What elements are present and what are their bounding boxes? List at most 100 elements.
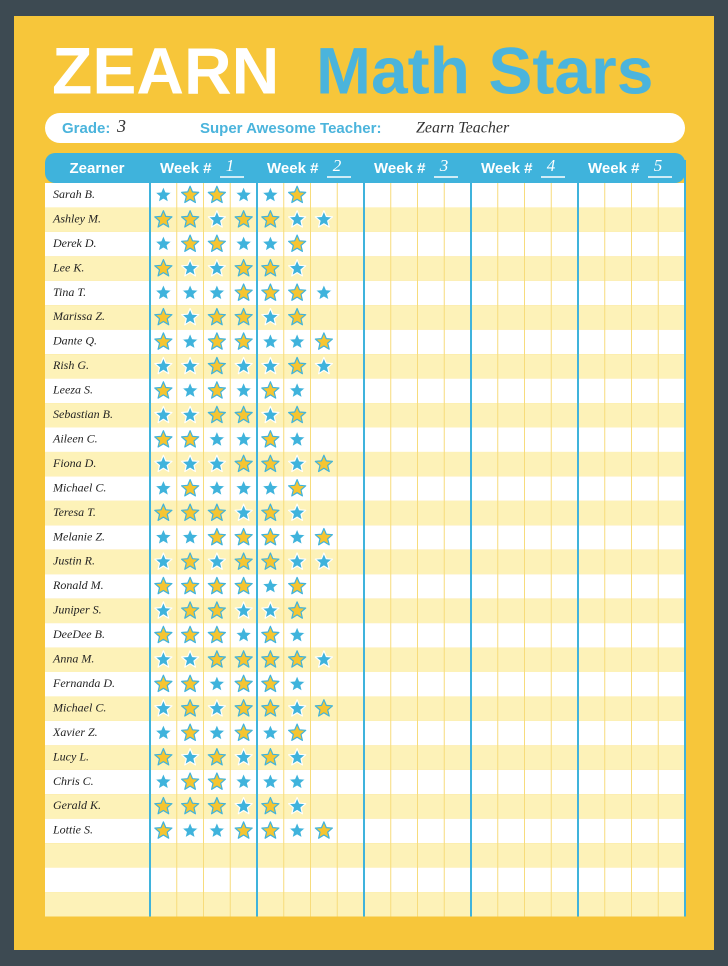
star: [154, 234, 173, 252]
star: [314, 454, 333, 473]
star: [207, 503, 226, 521]
star: [207, 601, 226, 619]
star: [314, 821, 333, 839]
star: [181, 625, 200, 644]
star: [288, 356, 307, 375]
star: [234, 430, 253, 448]
star: [154, 772, 173, 790]
star: [314, 210, 333, 228]
star: [154, 210, 173, 228]
star: [181, 356, 200, 375]
star: [207, 674, 226, 693]
student-name: Teresa T.: [53, 505, 96, 519]
star: [234, 674, 253, 693]
star: [261, 699, 280, 717]
star: [314, 650, 333, 668]
star: [234, 503, 253, 521]
week-number: 4: [547, 156, 556, 175]
student-name: Sarah B.: [53, 187, 95, 201]
star: [181, 259, 200, 277]
teacher-label: Super Awesome Teacher:: [200, 120, 381, 137]
star: [234, 650, 253, 668]
star: [154, 307, 173, 326]
star: [207, 405, 226, 424]
star: [288, 234, 307, 252]
star: [181, 576, 200, 595]
star: [288, 503, 307, 521]
student-name: Derek D.: [52, 236, 97, 250]
star: [234, 259, 253, 277]
star: [261, 503, 280, 521]
star: [154, 625, 173, 644]
student-name: Lee K.: [52, 260, 84, 274]
star: [181, 307, 200, 326]
star: [154, 699, 173, 717]
star: [154, 723, 173, 741]
star: [207, 821, 226, 839]
week-label: Week #: [374, 160, 426, 177]
week-number: 3: [439, 156, 449, 175]
star: [154, 503, 173, 521]
star: [234, 454, 253, 473]
star: [261, 185, 280, 204]
week-label: Week #: [481, 160, 533, 177]
star: [181, 821, 200, 839]
star: [154, 479, 173, 497]
star: [207, 234, 226, 252]
star: [261, 772, 280, 790]
star: [288, 821, 307, 839]
star: [288, 479, 307, 497]
star: [261, 283, 280, 301]
star: [261, 601, 280, 619]
student-name: Lucy L.: [52, 749, 89, 763]
star: [261, 748, 280, 766]
star: [234, 699, 253, 717]
info-bar: [45, 113, 685, 143]
grade: 3: [116, 116, 126, 136]
star: [288, 185, 307, 204]
star: [288, 527, 307, 546]
star: [181, 503, 200, 521]
student-name: Lottie S.: [52, 823, 93, 837]
student-name: Aileen C.: [52, 431, 98, 445]
star: [314, 552, 333, 570]
star: [288, 259, 307, 277]
star: [234, 821, 253, 839]
star: [181, 674, 200, 693]
week-number: 5: [654, 156, 663, 175]
star: [207, 723, 226, 741]
student-name: Sebastian B.: [53, 407, 113, 421]
student-name: Dante Q.: [52, 334, 97, 348]
star: [181, 234, 200, 252]
star: [261, 527, 280, 546]
star: [314, 283, 333, 301]
star: [207, 307, 226, 326]
star: [181, 772, 200, 790]
star: [234, 625, 253, 644]
student-name: Melanie Z.: [52, 529, 105, 543]
star: [234, 552, 253, 570]
star: [181, 381, 200, 399]
student-name: Chris C.: [53, 774, 94, 788]
star: [207, 430, 226, 448]
student-name: DeeDee B.: [52, 627, 105, 641]
student-name: Justin R.: [53, 554, 95, 568]
star: [207, 527, 226, 546]
star: [207, 332, 226, 350]
student-name: Ashley M.: [52, 211, 101, 225]
star: [207, 699, 226, 717]
star: [261, 796, 280, 815]
grade-label: Grade:: [62, 120, 110, 137]
star: [154, 185, 173, 204]
star: [261, 234, 280, 252]
star: [207, 576, 226, 595]
star: [181, 283, 200, 301]
star: [261, 356, 280, 375]
star: [181, 430, 200, 448]
star: [261, 405, 280, 424]
star: [261, 210, 280, 228]
star: [207, 772, 226, 790]
star: [234, 283, 253, 301]
star: [234, 405, 253, 424]
star: [261, 430, 280, 448]
